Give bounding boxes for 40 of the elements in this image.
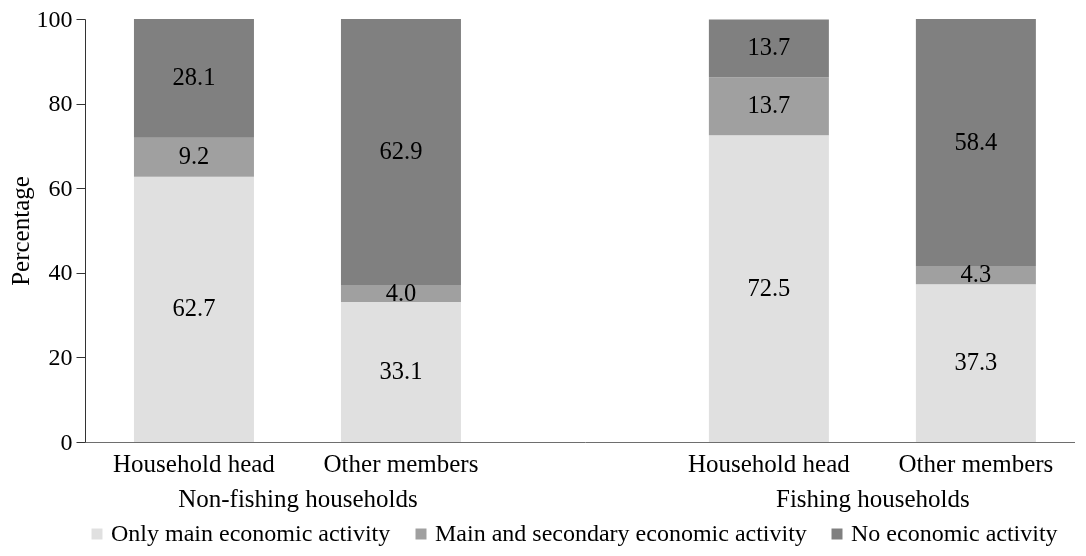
y-tick-label: 60 — [48, 174, 73, 201]
y-tick-label: 0 — [60, 428, 73, 455]
bar — [915, 266, 1036, 285]
bar — [133, 137, 254, 177]
x-axis-title: Non-fishing households — [178, 484, 418, 512]
bar — [708, 19, 829, 78]
bar — [708, 77, 829, 136]
data-label: 37.3 — [954, 348, 998, 376]
y-tick-label: 40 — [48, 259, 73, 286]
bar — [915, 284, 1036, 442]
x-tick-label: Household head — [113, 449, 276, 477]
y-tick-label: 80 — [48, 90, 73, 117]
bar — [340, 285, 461, 302]
bar — [340, 19, 461, 286]
legend-label: Only main economic activity — [111, 520, 391, 546]
x-tick-label: Household head — [687, 449, 851, 477]
data-label: 4.3 — [960, 260, 992, 288]
x-tick-label: Other members — [323, 449, 479, 477]
legend-label: No economic activity — [851, 520, 1058, 546]
data-label: 28.1 — [172, 63, 216, 91]
bar — [708, 135, 829, 442]
data-label: 13.7 — [747, 33, 791, 61]
x-tick-label: Other members — [898, 449, 1054, 477]
y-tick-label: 20 — [48, 343, 73, 370]
data-label: 33.1 — [379, 356, 423, 384]
y-axis-title: Percentage — [6, 176, 34, 286]
bar — [340, 301, 461, 442]
legend-label: Main and secondary economic activity — [435, 520, 807, 546]
x-axis-title: Fishing households — [775, 484, 970, 512]
data-label: 13.7 — [747, 91, 791, 119]
data-label: 62.7 — [172, 294, 216, 322]
data-label: 72.5 — [747, 273, 791, 301]
data-label: 9.2 — [178, 142, 210, 170]
bar — [133, 19, 254, 138]
bar — [915, 19, 1036, 267]
data-label: 58.4 — [954, 127, 998, 155]
bar — [133, 176, 254, 442]
data-label: 4.0 — [385, 278, 417, 306]
data-label: 62.9 — [379, 137, 423, 165]
y-tick-label: 100 — [36, 5, 73, 32]
